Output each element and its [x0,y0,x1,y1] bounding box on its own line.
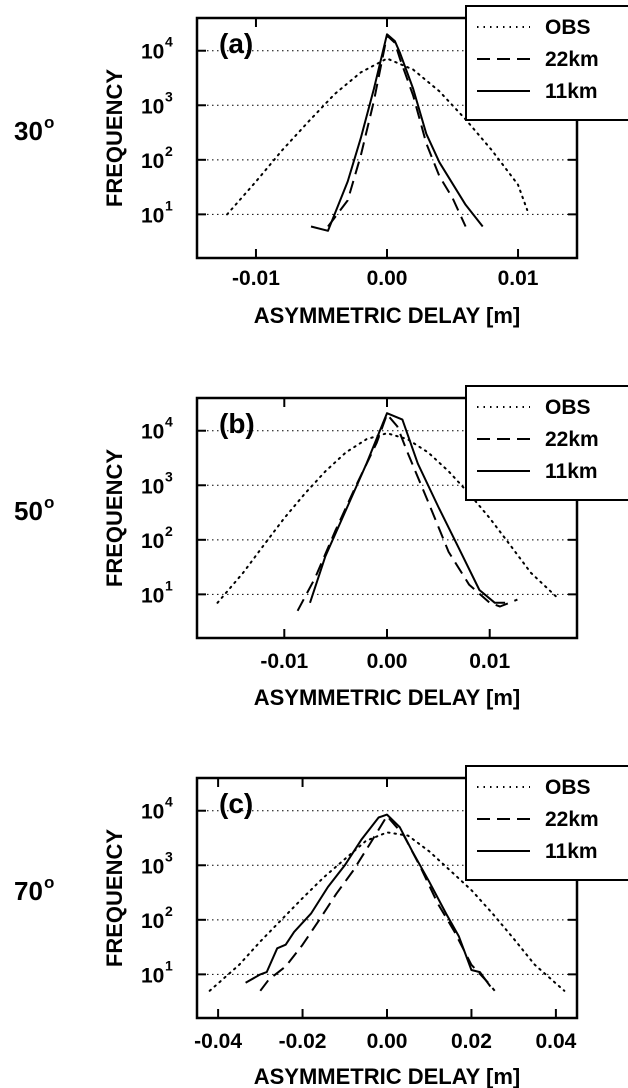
x-axis-label: ASYMMETRIC DELAY [m] [254,685,520,710]
y-tick-exponent: 4 [165,34,173,50]
x-tick-label: 0.01 [469,650,510,673]
row-label: 70 o [14,873,54,906]
y-tick-base: 10 [141,475,164,498]
x-tick-label: 0.04 [535,1030,576,1053]
y-tick-exponent: 4 [165,794,173,810]
y-tick-label: 10 3 [141,88,173,118]
y-tick-label: 10 2 [141,143,173,173]
y-tick-exponent: 2 [165,903,173,919]
y-tick-base: 10 [141,584,164,607]
x-tick-label: 0.01 [498,267,539,290]
row-label-degree: o [44,493,54,512]
x-tick-label: -0.01 [260,650,308,673]
y-axis-label: FREQUENCY [102,69,127,207]
legend-label: OBS [545,16,591,39]
y-tick-label: 10 3 [141,848,173,878]
legend-box [465,765,628,881]
y-tick-label: 10 1 [141,577,173,607]
x-tick-label: -0.04 [194,1030,242,1053]
series-line-22km [327,34,467,228]
y-tick-base: 10 [141,964,164,987]
y-tick-exponent: 1 [165,577,173,593]
y-tick-exponent: 2 [165,143,173,159]
legend-label: 22km [545,808,599,831]
row-label: 50 o [14,493,54,526]
legend-label: 22km [545,48,599,71]
y-tick-label: 10 1 [141,197,173,227]
x-axis-label: ASYMMETRIC DELAY [m] [254,303,520,328]
row-label-value: 70 [14,876,43,906]
y-tick-exponent: 4 [165,414,173,430]
y-tick-label: 10 2 [141,903,173,933]
y-tick-exponent: 1 [165,957,173,973]
panel-label: (a) [219,28,253,59]
x-tick-label: 0.02 [451,1030,492,1053]
y-axis-label: FREQUENCY [102,449,127,587]
y-tick-label: 10 4 [141,794,173,824]
y-tick-base: 10 [141,910,164,933]
series-line-OBS [226,57,529,216]
y-tick-base: 10 [141,150,164,173]
legend-label: 11km [545,840,598,863]
legend-box [465,385,628,501]
plot-area [208,813,566,992]
legend: OBS 22km 11km [465,385,628,501]
row-label-degree: o [44,113,54,132]
legend-box [465,5,628,121]
x-tick-label: 0.00 [367,1030,408,1053]
x-tick-label: 0.00 [367,650,408,673]
plot-area [226,33,529,232]
x-tick-label: -0.02 [279,1030,327,1053]
y-tick-base: 10 [141,855,164,878]
legend: OBS 22km 11km [465,765,628,881]
y-tick-label: 10 4 [141,34,173,64]
y-tick-base: 10 [141,421,164,444]
legend-label: 22km [545,428,599,451]
x-axis-label: ASYMMETRIC DELAY [m] [254,1064,520,1088]
legend-label: 11km [545,80,598,103]
series-line-11km [310,33,484,232]
panel-label: (c) [219,788,253,819]
x-tick-label: -0.01 [232,267,280,290]
y-tick-label: 10 1 [141,957,173,987]
row-label-degree: o [44,873,54,892]
y-tick-exponent: 1 [165,197,173,213]
row-label-value: 50 [14,496,43,526]
legend: OBS 22km 11km [465,5,628,121]
y-tick-base: 10 [141,204,164,227]
row-label: 30 o [14,113,54,146]
series-line-22km [296,413,518,612]
legend-label: 11km [545,460,598,483]
series-line-OBS [216,432,558,604]
legend-label: OBS [545,776,591,799]
legend-label: OBS [545,396,591,419]
y-axis-label: FREQUENCY [102,829,127,967]
panel-label: (b) [219,408,255,439]
series-line-22km [259,815,496,992]
y-tick-base: 10 [141,41,164,64]
y-tick-label: 10 4 [141,414,173,444]
series-line-OBS [208,831,566,992]
y-tick-exponent: 3 [165,468,173,484]
y-tick-exponent: 3 [165,88,173,104]
row-label-value: 30 [14,116,43,146]
series-line-11km [309,412,506,604]
y-tick-exponent: 3 [165,848,173,864]
y-tick-label: 10 2 [141,523,173,553]
y-tick-base: 10 [141,95,164,118]
x-tick-label: 0.00 [367,267,408,290]
series-line-11km [245,813,492,988]
y-tick-base: 10 [141,530,164,553]
plot-area [216,412,558,612]
y-tick-exponent: 2 [165,523,173,539]
y-tick-label: 10 3 [141,468,173,498]
y-tick-base: 10 [141,801,164,824]
